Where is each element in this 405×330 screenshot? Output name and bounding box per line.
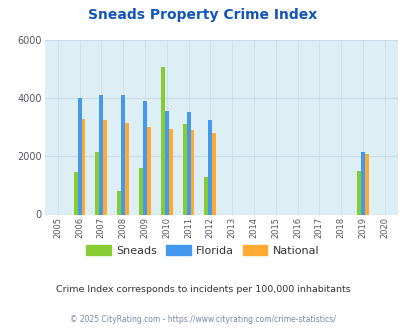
Bar: [125, 123, 129, 214]
Bar: [208, 120, 212, 214]
Bar: [117, 191, 121, 214]
Bar: [212, 133, 216, 214]
Text: Crime Index corresponds to incidents per 100,000 inhabitants: Crime Index corresponds to incidents per…: [55, 285, 350, 294]
Bar: [77, 98, 81, 214]
Bar: [204, 177, 208, 214]
Bar: [360, 152, 364, 214]
Bar: [168, 129, 172, 214]
Bar: [182, 124, 186, 214]
Bar: [139, 168, 143, 214]
Bar: [73, 172, 77, 215]
Bar: [99, 95, 103, 214]
Legend: Sneads, Florida, National: Sneads, Florida, National: [82, 240, 323, 260]
Bar: [190, 130, 194, 214]
Bar: [364, 153, 368, 214]
Text: © 2025 CityRating.com - https://www.cityrating.com/crime-statistics/: © 2025 CityRating.com - https://www.city…: [70, 315, 335, 324]
Bar: [160, 67, 164, 214]
Bar: [356, 171, 360, 214]
Bar: [147, 127, 151, 214]
Bar: [121, 95, 125, 214]
Text: Sneads Property Crime Index: Sneads Property Crime Index: [88, 8, 317, 22]
Bar: [81, 119, 85, 214]
Bar: [164, 111, 168, 214]
Bar: [143, 101, 147, 214]
Bar: [103, 120, 107, 214]
Bar: [95, 152, 99, 214]
Bar: [186, 113, 190, 214]
